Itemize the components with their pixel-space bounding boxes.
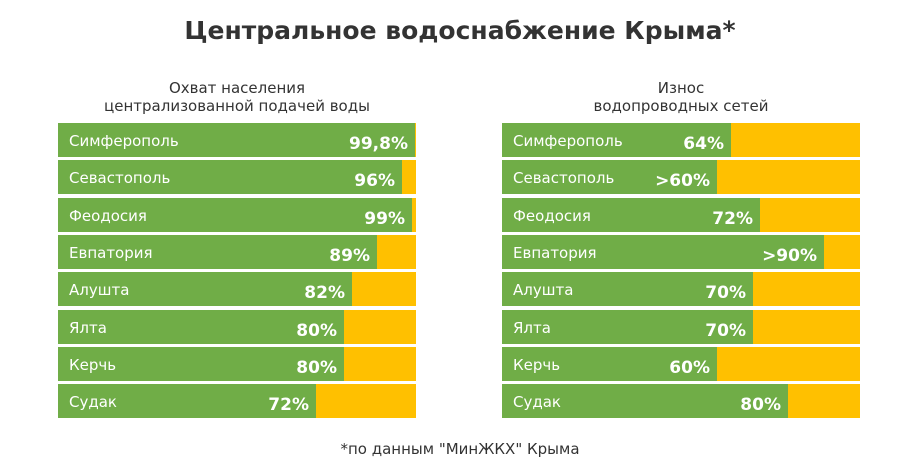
coverage-bar [58, 272, 352, 306]
left-chart-subtitle-line-1: Охват населения [168, 79, 306, 97]
wear-bar [502, 310, 753, 344]
wear-bar-row: Ялта 70% [502, 310, 860, 344]
category-label: Севастополь [513, 169, 615, 187]
left-chart-subtitle-line-2: централизованной подачей воды [104, 97, 370, 115]
wear-bar [502, 123, 731, 157]
wear-bar-row: Севастополь >60% [502, 160, 860, 194]
wear-bar [502, 347, 717, 381]
data-label: 82% [304, 283, 345, 303]
wear-bar [502, 384, 788, 418]
category-label: Евпатория [513, 244, 597, 262]
coverage-bar-row: Алушта 82% [58, 272, 416, 306]
wear-bar [502, 272, 753, 306]
coverage-bar [58, 160, 402, 194]
left-chart-subtitle: Охват населения централизованной подачей… [58, 79, 416, 115]
coverage-bar [58, 310, 344, 344]
coverage-bar [58, 198, 412, 232]
coverage-chart: Симферополь 99,8% Севастополь 96% Феодосия 99… [58, 123, 416, 424]
wear-bar-row: Судак 80% [502, 384, 860, 418]
coverage-bar-row: Керчь 80% [58, 347, 416, 381]
coverage-bar-row: Севастополь 96% [58, 160, 416, 194]
coverage-bar-row: Судак 72% [58, 384, 416, 418]
data-label: 60% [669, 358, 710, 378]
coverage-bar [58, 123, 415, 157]
right-chart-subtitle: Износ водопроводных сетей [502, 79, 860, 115]
data-label: 99,8% [349, 134, 408, 154]
wear-chart: Симферополь 64% Севастополь >60% Феодосия 72%… [502, 123, 860, 424]
data-label: 72% [712, 209, 753, 229]
data-label: >90% [762, 246, 817, 266]
category-label: Алушта [513, 281, 574, 299]
coverage-bar-row: Евпатория 89% [58, 235, 416, 269]
data-label: 70% [705, 321, 746, 341]
right-chart-subtitle-line-1: Износ [657, 79, 705, 97]
category-label: Судак [69, 393, 117, 411]
footnote: *по данным "МинЖКХ" Крыма [340, 440, 580, 458]
coverage-bar-row: Феодосия 99% [58, 198, 416, 232]
coverage-bar [58, 384, 316, 418]
data-label: 99% [364, 209, 405, 229]
data-label: 89% [329, 246, 370, 266]
data-label: 96% [354, 171, 395, 191]
category-label: Судак [513, 393, 561, 411]
data-label: 72% [268, 395, 309, 415]
category-label: Керчь [69, 356, 117, 374]
wear-bar-row: Симферополь 64% [502, 123, 860, 157]
category-label: Ялта [69, 319, 107, 337]
data-label: 80% [296, 321, 337, 341]
coverage-bar-row: Симферополь 99,8% [58, 123, 416, 157]
chart-title: Центральное водоснабжение Крыма* [184, 16, 736, 45]
wear-bar-row: Керчь 60% [502, 347, 860, 381]
category-label: Феодосия [69, 207, 147, 225]
wear-bar-row: Алушта 70% [502, 272, 860, 306]
coverage-bar-row: Ялта 80% [58, 310, 416, 344]
wear-bar [502, 198, 760, 232]
coverage-bar [58, 347, 344, 381]
category-label: Симферополь [513, 132, 623, 150]
wear-bar [502, 160, 717, 194]
category-label: Феодосия [513, 207, 591, 225]
data-label: 80% [740, 395, 781, 415]
data-label: 70% [705, 283, 746, 303]
wear-bar-row: Евпатория >90% [502, 235, 860, 269]
category-label: Симферополь [69, 132, 179, 150]
data-label: 80% [296, 358, 337, 378]
category-label: Евпатория [69, 244, 153, 262]
wear-bar-row: Феодосия 72% [502, 198, 860, 232]
wear-bar [502, 235, 824, 269]
category-label: Керчь [513, 356, 561, 374]
category-label: Севастополь [69, 169, 171, 187]
data-label: >60% [655, 171, 710, 191]
data-label: 64% [683, 134, 724, 154]
category-label: Алушта [69, 281, 130, 299]
right-chart-subtitle-line-2: водопроводных сетей [593, 97, 769, 115]
coverage-bar [58, 235, 377, 269]
category-label: Ялта [513, 319, 551, 337]
